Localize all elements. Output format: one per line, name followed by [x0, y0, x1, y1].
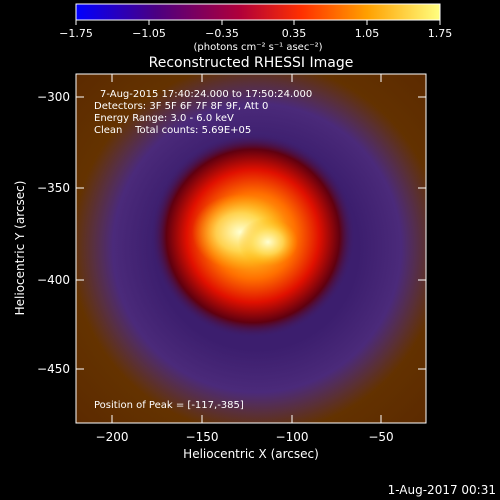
colorbar-tick-label: −0.35 [205, 27, 239, 40]
annotation-time-range: 7-Aug-2015 17:40:24.000 to 17:50:24.000 [100, 89, 312, 100]
plot-frame [75, 73, 427, 424]
x-tick-label: −50 [368, 430, 393, 444]
y-tick-label: −300 [37, 90, 70, 104]
annotation-total-counts: Clean Total counts: 5.69E+05 [94, 125, 251, 136]
colorbar-units: (photons cm⁻² s⁻¹ asec⁻²) [193, 42, 322, 53]
y-tick-label: −450 [37, 362, 70, 376]
y-axis-label: Heliocentric Y (arcsec) [13, 181, 27, 316]
x-axis-label: Heliocentric X (arcsec) [183, 447, 319, 461]
annotation-energy-range: Energy Range: 3.0 - 6.0 keV [94, 113, 234, 124]
x-tick-label: −100 [276, 430, 309, 444]
colorbar-tick-label: 1.75 [428, 27, 453, 40]
x-tick-label: −200 [96, 430, 129, 444]
x-tick-label: −150 [186, 430, 219, 444]
heatmap-image [76, 74, 426, 423]
colorbar-tick-label: −1.75 [59, 27, 93, 40]
y-tick-label: −400 [37, 273, 70, 287]
colorbar-tick-label: −1.05 [132, 27, 166, 40]
footer-timestamp: 1-Aug-2017 00:31 [388, 483, 496, 497]
colorbar-tick-label: 1.05 [355, 27, 380, 40]
chart-title: Reconstructed RHESSI Image [149, 55, 354, 71]
colorbar [75, 3, 441, 21]
y-tick-label: −350 [37, 181, 70, 195]
annotation-detectors: Detectors: 3F 5F 6F 7F 8F 9F, Att 0 [94, 101, 268, 112]
colorbar-tick-label: 0.35 [282, 27, 307, 40]
x-axis-ticks [111, 74, 382, 423]
colorbar-ticks [75, 20, 441, 25]
peak-position-label: Position of Peak = [-117,-385] [94, 400, 244, 411]
y-axis-ticks [76, 96, 426, 370]
